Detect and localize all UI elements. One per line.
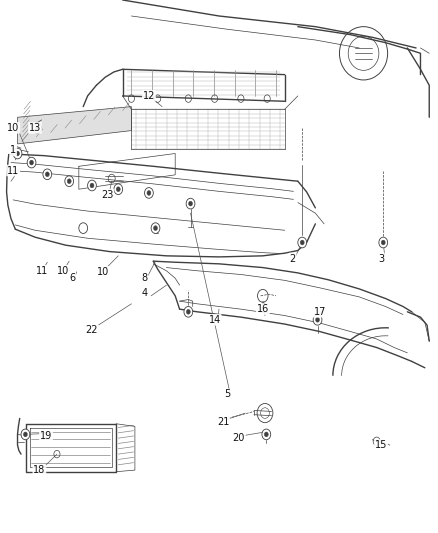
Circle shape: [187, 309, 191, 314]
Text: 23: 23: [101, 190, 113, 199]
Text: 3: 3: [378, 254, 384, 263]
Circle shape: [16, 151, 19, 156]
Text: 11: 11: [35, 266, 48, 276]
Circle shape: [188, 201, 193, 206]
Circle shape: [35, 126, 39, 131]
Circle shape: [24, 432, 27, 437]
Circle shape: [315, 317, 320, 322]
Circle shape: [186, 198, 195, 209]
Text: 14: 14: [208, 315, 221, 325]
Circle shape: [298, 237, 307, 248]
Circle shape: [184, 306, 193, 317]
Circle shape: [33, 123, 42, 133]
Circle shape: [46, 172, 49, 177]
Circle shape: [381, 240, 385, 245]
Circle shape: [90, 183, 94, 188]
Circle shape: [67, 179, 71, 183]
Text: 12: 12: [143, 91, 155, 101]
Text: 17: 17: [314, 307, 326, 317]
Circle shape: [153, 226, 158, 231]
Polygon shape: [18, 107, 131, 144]
Text: 13: 13: [29, 123, 41, 133]
Text: 16: 16: [257, 304, 269, 314]
Circle shape: [29, 160, 34, 165]
Circle shape: [379, 237, 388, 248]
Text: 4: 4: [141, 288, 148, 298]
Text: 11: 11: [7, 166, 19, 175]
Circle shape: [65, 176, 74, 187]
Text: 1: 1: [10, 146, 16, 155]
Circle shape: [88, 180, 96, 191]
Text: 19: 19: [40, 431, 52, 441]
Text: 20: 20: [233, 433, 245, 443]
Circle shape: [262, 429, 271, 440]
Circle shape: [21, 429, 30, 440]
Circle shape: [147, 190, 151, 195]
Text: 10: 10: [7, 123, 19, 133]
Text: 10: 10: [97, 267, 109, 277]
Circle shape: [116, 187, 120, 191]
Circle shape: [313, 314, 322, 325]
Circle shape: [151, 223, 160, 233]
Circle shape: [264, 432, 268, 437]
Circle shape: [300, 240, 304, 245]
Circle shape: [114, 184, 123, 195]
Text: 22: 22: [86, 326, 98, 335]
Text: 10: 10: [57, 266, 70, 276]
Text: 15: 15: [375, 440, 387, 450]
Text: 18: 18: [33, 465, 46, 475]
Circle shape: [27, 157, 36, 168]
Circle shape: [43, 169, 52, 180]
Text: 5: 5: [225, 390, 231, 399]
Text: 6: 6: [69, 273, 75, 283]
Circle shape: [145, 188, 153, 198]
Text: 21: 21: [217, 417, 230, 427]
Circle shape: [13, 148, 22, 159]
Text: 8: 8: [141, 273, 148, 283]
Text: 2: 2: [290, 254, 296, 263]
